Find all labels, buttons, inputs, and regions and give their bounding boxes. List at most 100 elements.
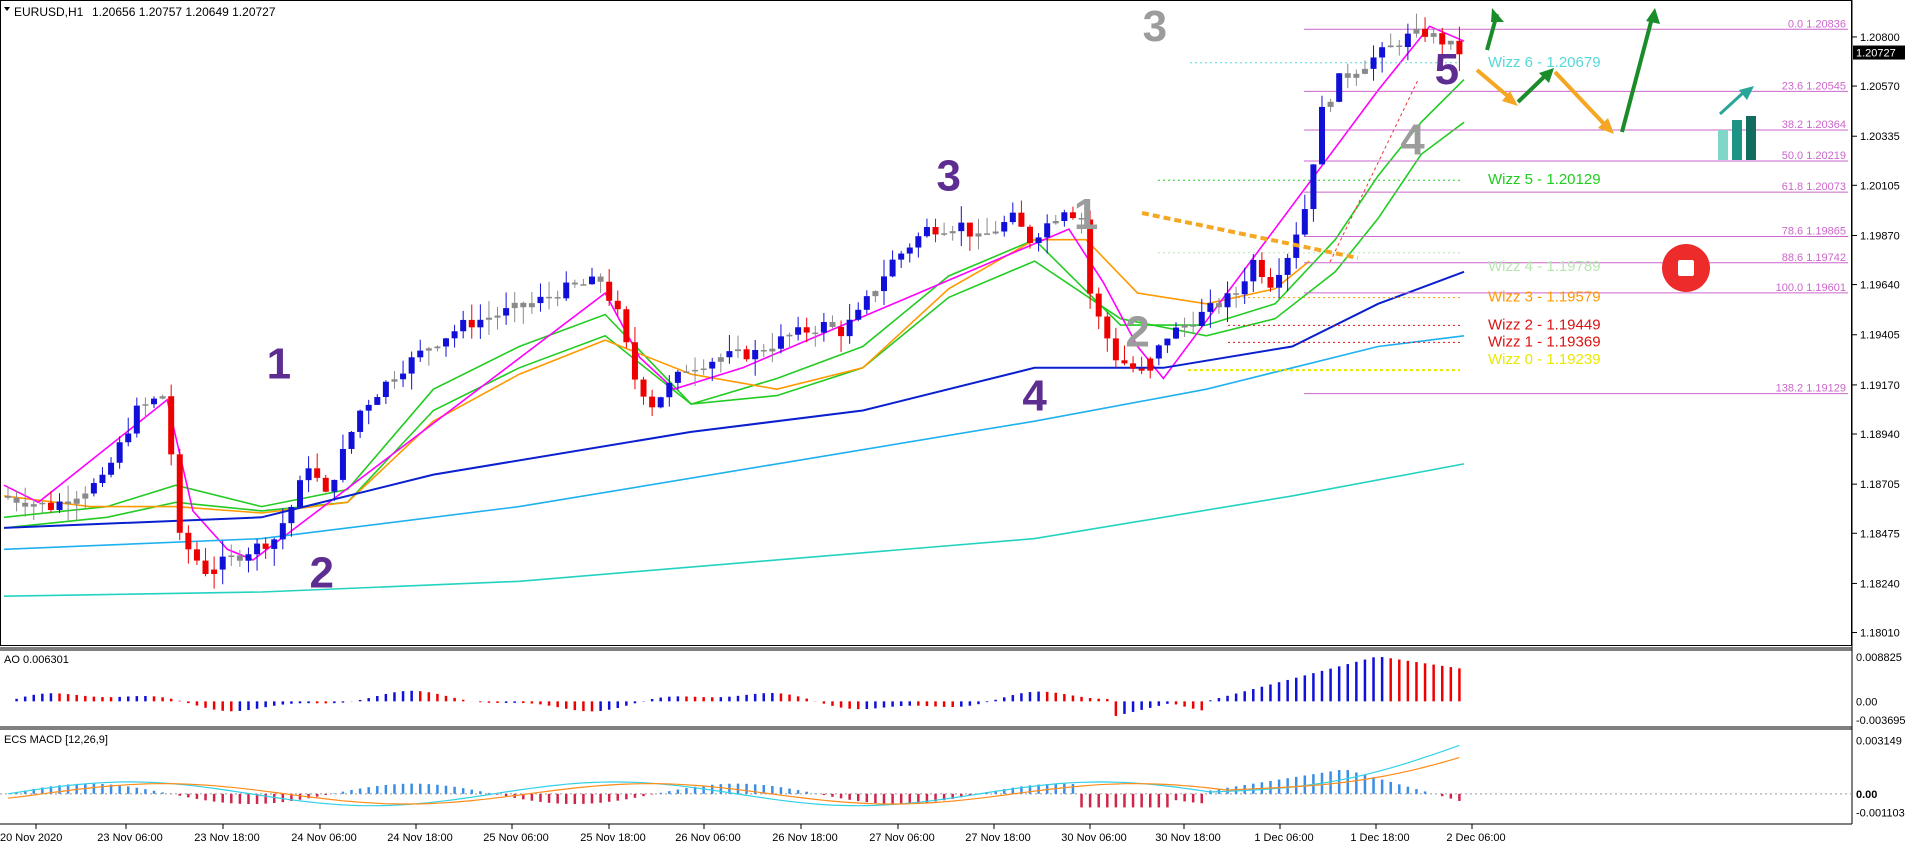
price-tick-label: 1.18240 [1860, 578, 1900, 590]
projection-arrows [1475, 8, 1754, 134]
macd-tick-label: 0.00 [1856, 789, 1877, 801]
candle-body [520, 302, 527, 308]
candle-body [623, 309, 630, 343]
candle-body [1130, 363, 1137, 369]
candle-body [425, 348, 432, 351]
candle-body [1009, 212, 1016, 223]
candle-body [503, 308, 510, 316]
price-tick-label: 1.19870 [1860, 230, 1900, 242]
fib-level-label: 23.6 1.20545 [1782, 80, 1846, 92]
candle-body [1173, 327, 1179, 339]
candle-body [108, 462, 115, 475]
candle-body [898, 253, 905, 260]
candle-body [219, 556, 226, 570]
candle-body [829, 322, 836, 327]
candle-body [777, 336, 784, 349]
candle-body [683, 371, 690, 373]
candle-body [211, 569, 218, 574]
time-tick-label: 1 Dec 06:00 [1254, 832, 1313, 844]
arrow-head-teal [1739, 86, 1754, 100]
wave-label-purple: 3 [936, 152, 960, 201]
time-tick-label: 1 Dec 18:00 [1350, 832, 1409, 844]
candle-body [1361, 68, 1368, 74]
wizz-levels: Wizz 6 - 1.20679 Wizz 5 - 1.20129 Wizz 4 -… [1158, 54, 1601, 372]
moving-average-line-2 [3, 238, 1310, 514]
macd-panel [0, 744, 1852, 808]
candle-body [159, 396, 166, 399]
candle-body [348, 431, 355, 449]
ao-histogram [15, 657, 1461, 716]
candle-body [709, 361, 716, 369]
candle-body [1121, 360, 1128, 364]
candle-body [202, 560, 209, 574]
chart-menu-triangle-icon[interactable] [4, 7, 10, 11]
candle-body [932, 227, 939, 235]
candle-body [1095, 293, 1102, 317]
arrow-up-green-3 [1620, 17, 1654, 133]
price-tick-label: 1.19640 [1860, 280, 1900, 292]
candle-body [365, 404, 372, 411]
arrow-up-teal [1718, 90, 1746, 116]
candle-body [1387, 45, 1394, 48]
candle-body [820, 322, 827, 333]
candle-body [65, 501, 72, 504]
candle-body [1052, 220, 1059, 224]
candle-body [5, 495, 11, 498]
candle-body [1258, 259, 1265, 277]
candle-body [1061, 212, 1068, 221]
arrow-head-orange-1 [1502, 91, 1518, 106]
chart-header: EURUSD,H1 1.20656 1.20757 1.20649 1.2072… [4, 5, 276, 19]
fib-level-label: 78.6 1.19865 [1782, 226, 1846, 238]
candle-body [39, 502, 46, 505]
candle-body [322, 477, 329, 492]
candle-body [185, 532, 192, 550]
candle-body [966, 222, 973, 237]
candle-body [374, 397, 381, 405]
wave-label-purple: 5 [1435, 45, 1459, 94]
fib-level-label: 50.0 1.20219 [1782, 150, 1846, 162]
candle-body [606, 281, 613, 301]
candle-body [975, 233, 982, 237]
candle-body [297, 480, 303, 507]
candle-body [760, 350, 767, 352]
candle-body [1267, 276, 1274, 288]
candle-body [546, 296, 553, 299]
moving-average-line-1 [3, 121, 1465, 529]
candle-body [649, 396, 656, 408]
price-axis: 1.20800 1.20570 1.20335 1.20105 1.19870 1.196… [1852, 32, 1900, 640]
candle-body [1456, 40, 1463, 55]
time-tick-label: 30 Nov 06:00 [1061, 832, 1126, 844]
candle-body [580, 284, 587, 286]
price-tick-label: 1.20335 [1860, 131, 1900, 143]
candle-body [1250, 259, 1257, 282]
candle-body [1224, 293, 1231, 308]
candle-body [1044, 223, 1051, 238]
candle-body [838, 326, 845, 337]
wizz-level-label: Wizz 1 - 1.19369 [1488, 333, 1601, 350]
candle-body [288, 506, 295, 524]
macd-axis: 0.003149 0.00 -0.001103 [1856, 735, 1905, 819]
wave-label-gray: 4 [1400, 115, 1425, 164]
candle-body [477, 319, 484, 328]
candle-body [1276, 274, 1283, 288]
candle-body [1078, 218, 1085, 220]
candle-body [700, 368, 707, 371]
candle-body [812, 332, 819, 335]
candle-body [443, 338, 449, 347]
candle-body [73, 498, 80, 504]
candle-body [984, 233, 991, 235]
candle-body [563, 282, 570, 299]
time-tick-label: 24 Nov 18:00 [387, 832, 452, 844]
candle-body [193, 549, 200, 561]
candle-body [846, 319, 853, 337]
candle-body [228, 555, 235, 557]
wizz-level-label: Wizz 4 - 1.19789 [1488, 258, 1601, 275]
arrow-head-green-1 [1491, 8, 1504, 22]
ao-tick-label: 0.008825 [1856, 652, 1902, 664]
candle-body [1319, 106, 1325, 165]
candle-body [451, 331, 458, 339]
time-tick-label: 27 Nov 06:00 [869, 832, 934, 844]
ohlc-readout: 1.20656 1.20757 1.20649 1.20727 [92, 5, 276, 19]
candle-body [357, 410, 364, 432]
